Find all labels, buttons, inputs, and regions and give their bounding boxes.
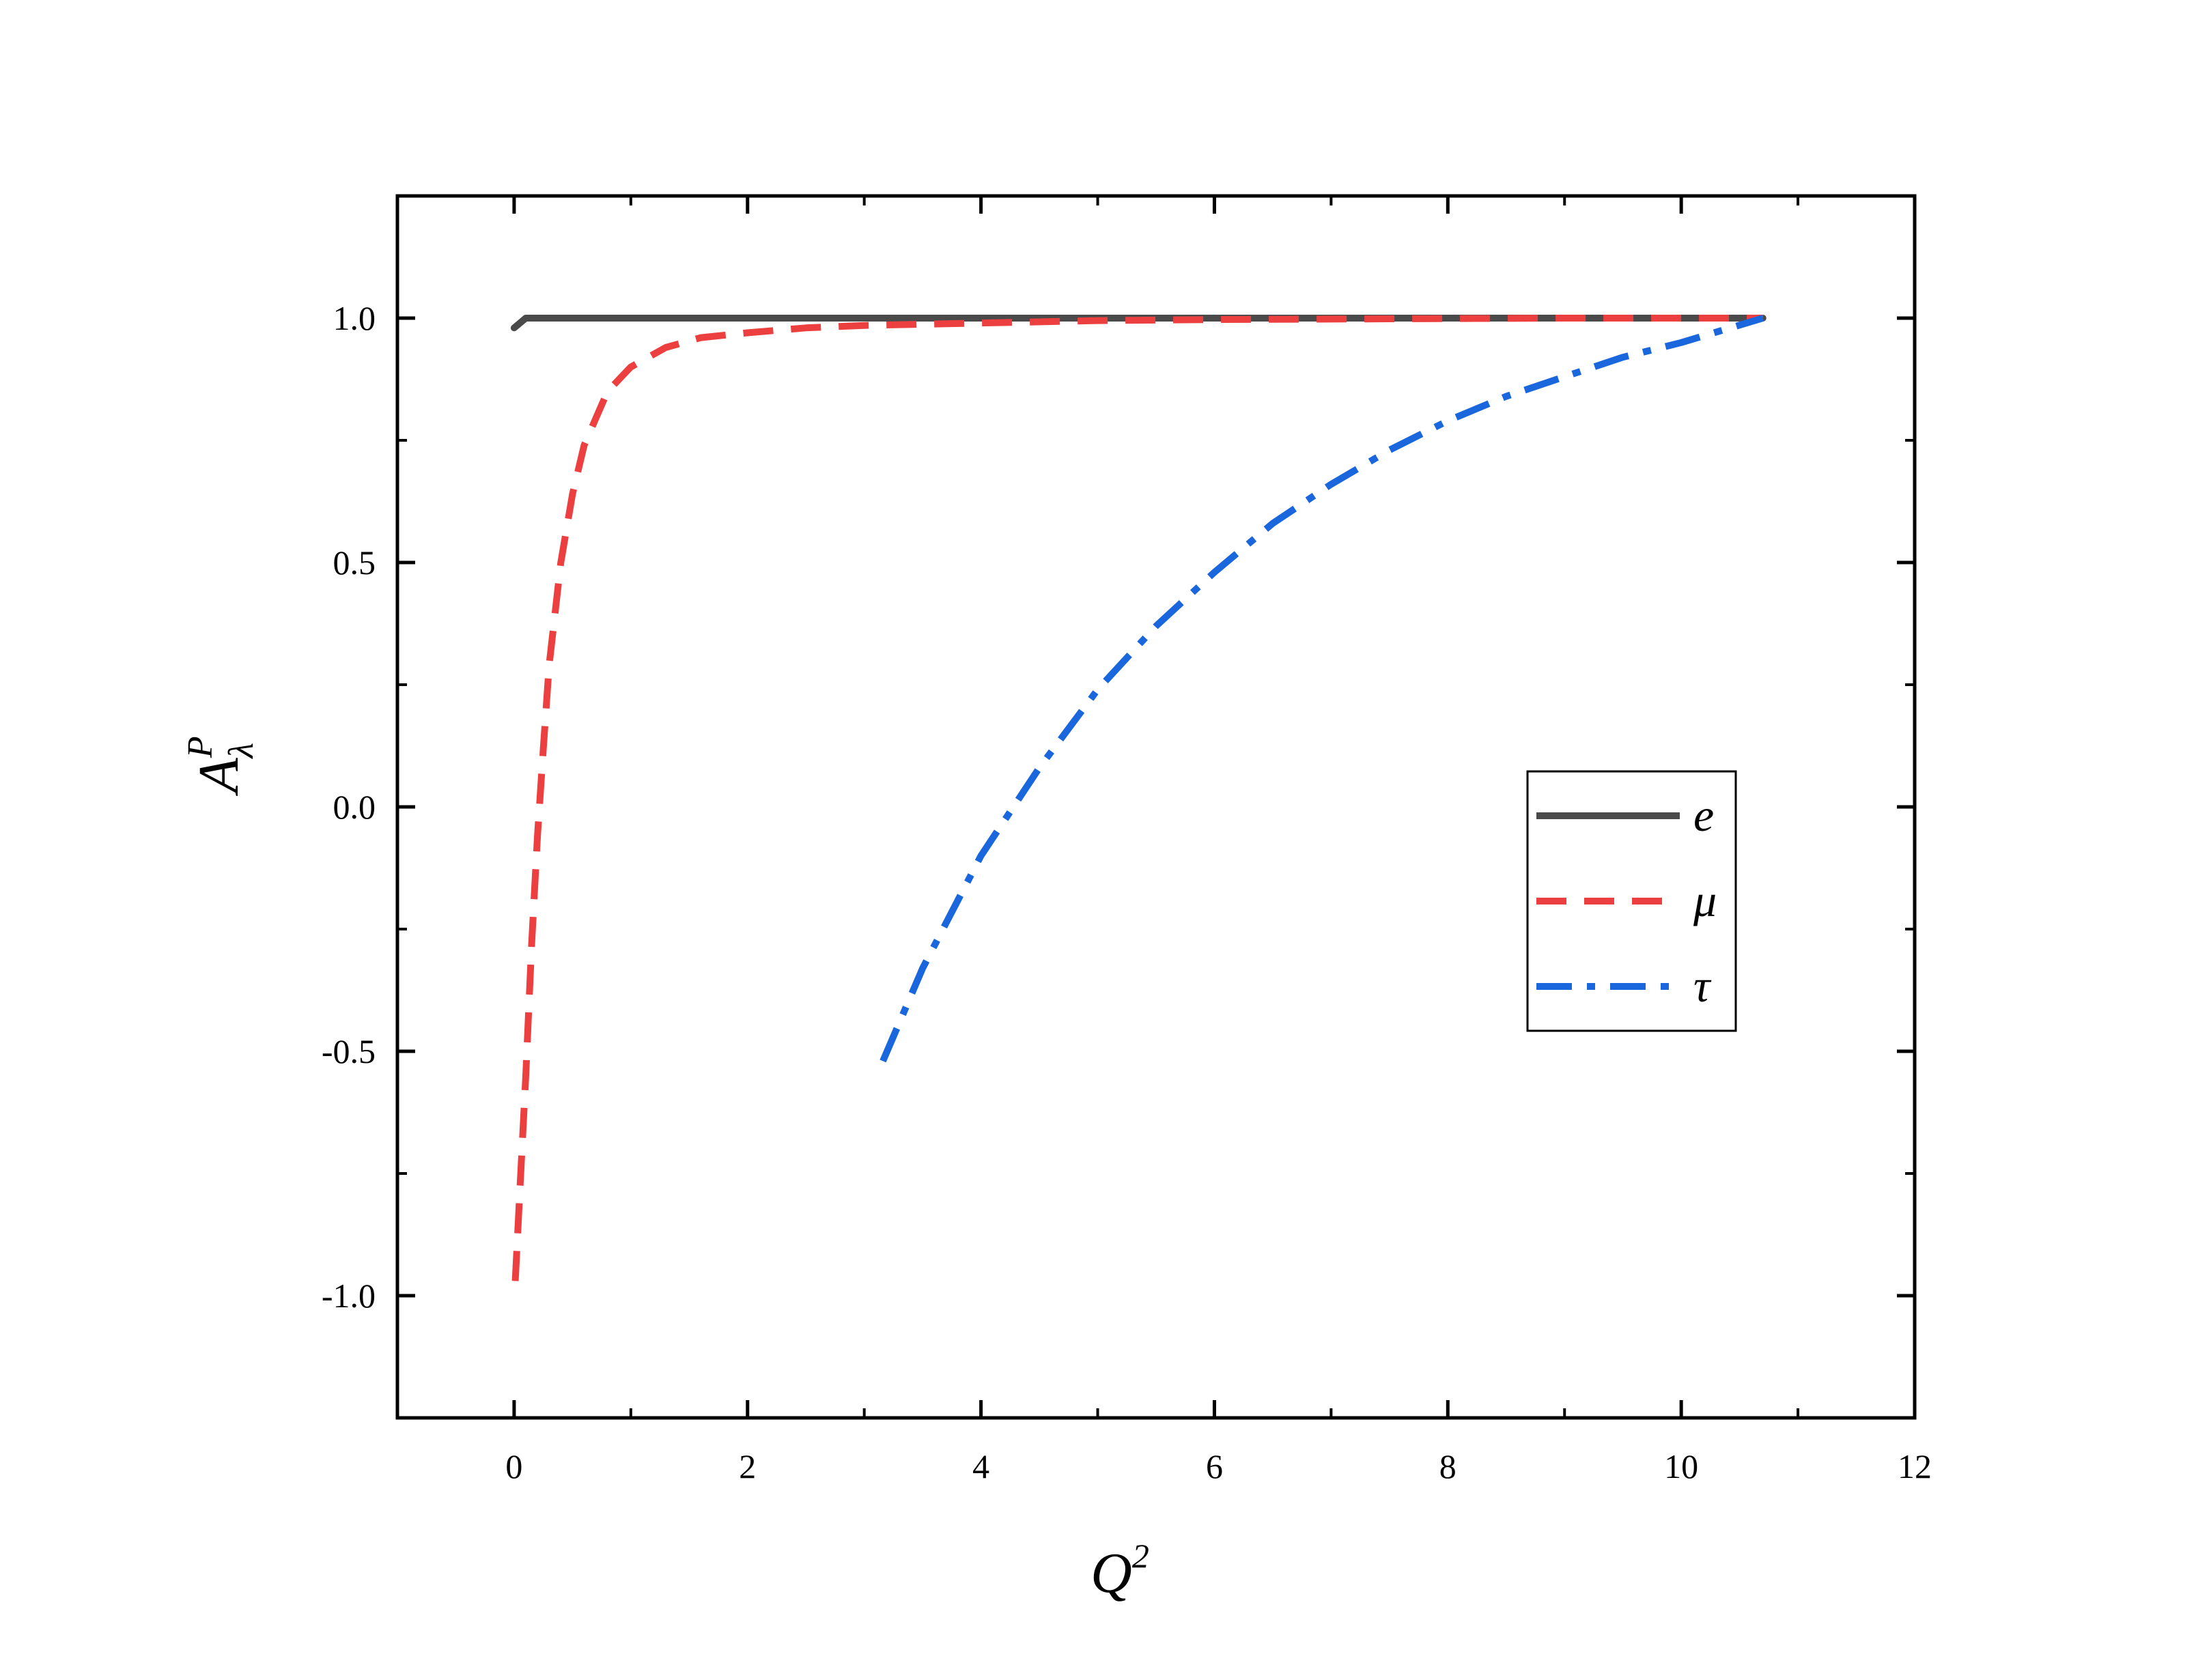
series-line-2 [511,315,1763,1281]
x-axis-title-sup: 2 [1132,1537,1149,1575]
y-axis-title-sub: λ [222,743,261,760]
series-layer [510,315,1766,1281]
y-tick-label: -0.5 [322,1032,376,1070]
x-axis-title: Q2 [1090,1537,1149,1605]
y-axis-title-base: A [187,758,251,797]
legend-items: eμτ [1536,789,1717,1012]
y-tick-label: -1.0 [322,1277,376,1315]
legend-label: τ [1693,960,1712,1012]
legend: eμτ [1526,770,1737,1032]
x-tick-label: 8 [1439,1447,1456,1485]
legend-label: μ [1693,874,1717,926]
y-tick-label: 0.5 [333,543,376,582]
y-axis-title-sup: P [181,736,220,758]
svg-text:Q2: Q2 [1090,1537,1149,1605]
svg-text:APλ: APλ [181,736,261,796]
ticks-layer: 0 2 4 6 8 10 12 -1.0 -0.5 0.0 0.5 1.0 [322,196,1932,1485]
x-tick-label: 12 [1898,1447,1932,1485]
x-tick-label: 6 [1206,1447,1223,1485]
x-tick-label: 0 [505,1447,522,1485]
y-tick-label: 0.0 [333,788,376,826]
x-axis-title-base: Q [1090,1541,1132,1605]
y-axis-title: APλ [181,736,261,796]
x-tick-label: 10 [1664,1447,1698,1485]
y-tick-label: 1.0 [333,299,376,337]
plot-frame [395,194,1917,1420]
legend-label: e [1693,789,1714,841]
x-tick-label: 4 [972,1447,989,1485]
x-tick-label: 2 [739,1447,756,1485]
